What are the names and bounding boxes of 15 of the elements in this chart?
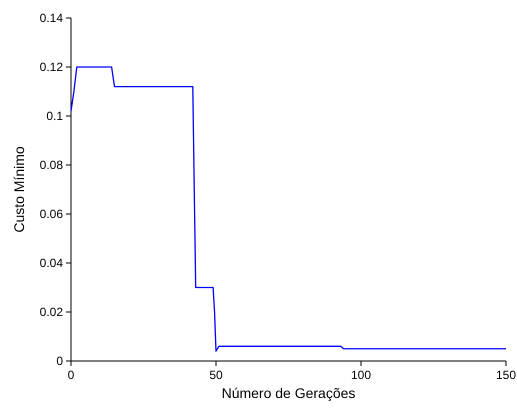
line-series [70, 66, 507, 352]
y-axis-title: Custo Mínimo [11, 146, 27, 233]
y-tick-label: 0.02 [40, 305, 64, 319]
y-tick-label: 0.08 [40, 158, 64, 172]
x-axis-title: Número de Gerações [222, 385, 356, 401]
x-tick-label: 50 [209, 368, 223, 382]
y-tick-label: 0 [56, 354, 64, 368]
y-tick-label: 0.04 [40, 256, 64, 270]
x-tick-label: 150 [496, 368, 516, 382]
y-tick-label: 0.14 [40, 11, 64, 25]
y-tick-label: 0.12 [40, 60, 64, 74]
x-tick-label: 100 [350, 368, 372, 382]
y-tick-label: 0.1 [46, 109, 64, 123]
x-tick-label: 0 [68, 368, 75, 382]
y-tick-label: 0.06 [40, 207, 64, 221]
